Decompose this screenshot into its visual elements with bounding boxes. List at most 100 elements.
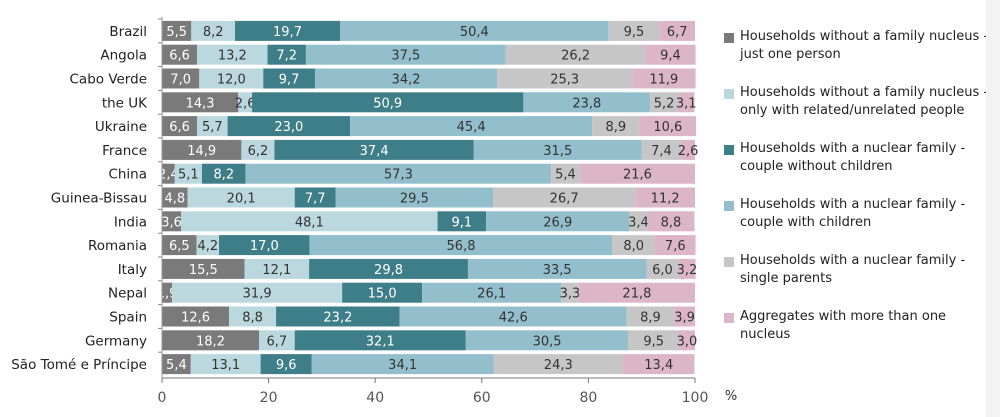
data-label: 8,2: [203, 25, 224, 40]
legend-swatch-couple-with-children: [724, 201, 734, 211]
bar-segment: [162, 116, 198, 137]
bar-segment: [276, 306, 400, 327]
data-label: 13,2: [218, 49, 247, 64]
bar-segment: [612, 235, 656, 256]
data-label: 48,1: [295, 215, 324, 230]
bar-segment: [197, 116, 228, 137]
data-label: 4,8: [164, 192, 185, 207]
bar-segment: [626, 306, 675, 327]
bar-segment: [674, 306, 695, 327]
page-edge: [986, 0, 1000, 417]
bar-segment: [677, 92, 695, 113]
bar-segment: [561, 282, 579, 303]
data-label: 9,7: [279, 73, 300, 88]
category-label: the UK: [102, 95, 148, 111]
legend-swatch-couple-without-children: [724, 145, 734, 155]
category-label: Spain: [109, 310, 147, 326]
bar-segment: [235, 20, 341, 41]
bar-segment: [274, 139, 474, 160]
data-label: 18,2: [196, 334, 225, 349]
bar-segment: [314, 68, 498, 89]
bar-segment: [229, 306, 277, 327]
data-label: 31,5: [543, 144, 572, 159]
data-label: 23,8: [572, 96, 601, 111]
bar-segment: [162, 282, 173, 303]
bar-segment: [467, 258, 647, 279]
bar-segment: [309, 258, 468, 279]
bar-segment: [267, 44, 306, 65]
legend-label-couple-with-children: Households with a nuclear family - coupl…: [740, 197, 966, 230]
x-tick-label: 40: [366, 390, 384, 406]
data-label: 5,1: [178, 168, 199, 183]
bar-segment: [335, 187, 493, 208]
data-label: 9,6: [276, 358, 297, 373]
category-label: Ukraine: [95, 119, 147, 135]
bar-segment: [635, 187, 695, 208]
data-label: 10,6: [653, 120, 682, 135]
bar-segment: [162, 20, 192, 41]
x-tick-label: 60: [473, 390, 491, 406]
bar-segment: [259, 330, 295, 351]
data-label: 8,2: [213, 168, 234, 183]
category-label: Nepal: [108, 286, 147, 302]
data-label: 30,5: [533, 334, 562, 349]
bar-segment: [181, 211, 438, 232]
bar-segment: [645, 44, 696, 65]
bar-segment: [422, 282, 562, 303]
legend-label-couple-without-children: Households with a nuclear family - coupl…: [740, 141, 966, 174]
x-tick-label: 80: [579, 390, 597, 406]
category-label: Brazil: [109, 24, 147, 40]
data-label: 34,1: [388, 358, 417, 373]
data-label: 14,3: [186, 96, 215, 111]
bar-segment: [309, 235, 613, 256]
bar-segment: [629, 211, 648, 232]
bar-segment: [187, 187, 295, 208]
data-label: 20,1: [227, 192, 256, 207]
data-label: 19,7: [273, 25, 302, 40]
x-tick-label: 100: [682, 390, 709, 406]
data-label: 3,6: [161, 215, 182, 230]
data-label: 5,4: [166, 358, 187, 373]
legend-label-related-unrelated: Households without a family nucleus - on…: [740, 85, 989, 118]
data-label: 7,2: [276, 49, 297, 64]
data-label: 17,0: [250, 239, 279, 254]
data-label: 24,3: [544, 358, 573, 373]
bar-segment: [641, 139, 682, 160]
bar-segment: [342, 282, 423, 303]
data-label: 5,2: [654, 96, 675, 111]
legend-item-related-unrelated: Households without a family nucleus - on…: [724, 84, 990, 119]
bar-segment: [465, 330, 629, 351]
legend-swatch-single-parents: [724, 257, 734, 267]
data-label: 9,5: [624, 25, 645, 40]
data-label: 21,6: [623, 168, 652, 183]
bar-segment: [632, 68, 696, 89]
legend-item-couple-without-children: Households with a nuclear family - coupl…: [724, 140, 990, 175]
data-label: 8,9: [640, 311, 661, 326]
bar-segment: [497, 68, 633, 89]
data-label: 26,1: [477, 287, 506, 302]
data-label: 29,8: [374, 263, 403, 278]
data-label: 6,0: [652, 263, 673, 278]
data-label: 8,0: [623, 239, 644, 254]
data-label: 3,2: [677, 263, 698, 278]
data-label: 25,3: [550, 73, 579, 88]
data-label: 3,0: [677, 334, 698, 349]
data-label: 6,7: [267, 334, 288, 349]
bar-segment: [252, 92, 524, 113]
x-axis-unit-label: %: [725, 389, 737, 404]
category-label: Germany: [85, 333, 147, 349]
data-label: 56,8: [447, 239, 476, 254]
data-label: 9,5: [643, 334, 664, 349]
data-label: 13,1: [211, 358, 240, 373]
bar-segment: [227, 116, 351, 137]
bar-segment: [162, 306, 230, 327]
bar-segment: [162, 354, 191, 375]
data-label: 3,4: [628, 215, 649, 230]
data-label: 13,4: [644, 358, 673, 373]
data-label: 15,0: [368, 287, 397, 302]
bar-segment: [219, 235, 310, 256]
data-label: 2,6: [235, 96, 256, 111]
data-label: 7,0: [170, 73, 191, 88]
legend-item-multiple-nuclei: Aggregates with more than one nucleus: [724, 308, 990, 343]
legend-swatch-related-unrelated: [724, 89, 734, 99]
